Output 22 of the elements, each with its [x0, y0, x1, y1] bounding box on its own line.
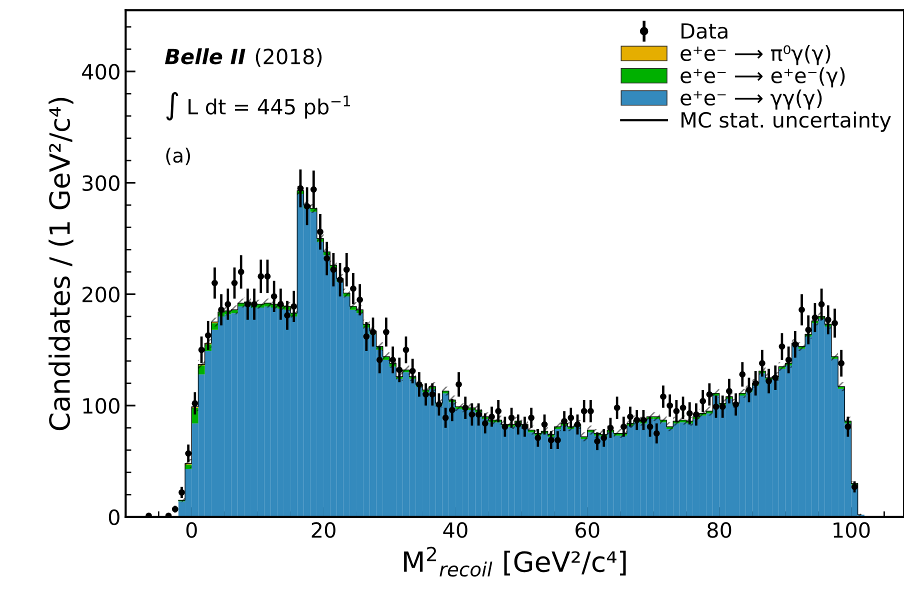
y-tick-label: 100 — [83, 398, 120, 414]
y-tick-label: 0 — [108, 509, 120, 526]
x-tick-label: 60 — [576, 522, 600, 538]
y-tick-label: 400 — [82, 64, 120, 80]
legend-label: MC stat. uncertainty — [682, 112, 891, 132]
annotation: ∫ L dt = 445 pb$^{−1}$ — [166, 92, 350, 121]
y-axis-title: Candidates / (1 GeV²/c⁴) — [48, 98, 74, 430]
legend-label: e⁺e⁻ ⟶ e⁺e⁻(γ) — [680, 67, 845, 88]
annotation: (2018) — [256, 48, 322, 67]
y-tick-label: 200 — [82, 286, 120, 302]
legend-label: e⁺e⁻ ⟶ γγ(γ) — [680, 89, 822, 110]
legend-label: Data — [682, 23, 728, 39]
x-tick-label: 100 — [834, 522, 870, 538]
y-tick-label: 300 — [82, 175, 120, 192]
x-axis-title: M$^{2}$$_{recoil}$ [GeV²/c⁴] — [404, 546, 626, 577]
x-tick-label: 40 — [443, 522, 468, 538]
x-tick-label: 20 — [312, 522, 336, 538]
annotation: Belle II — [165, 48, 246, 64]
x-tick-label: 80 — [707, 522, 732, 538]
x-tick-label: 0 — [186, 522, 197, 538]
legend-label: e⁺e⁻ ⟶ π⁰γ(γ) — [680, 44, 830, 66]
annotation: (a) — [166, 148, 190, 166]
